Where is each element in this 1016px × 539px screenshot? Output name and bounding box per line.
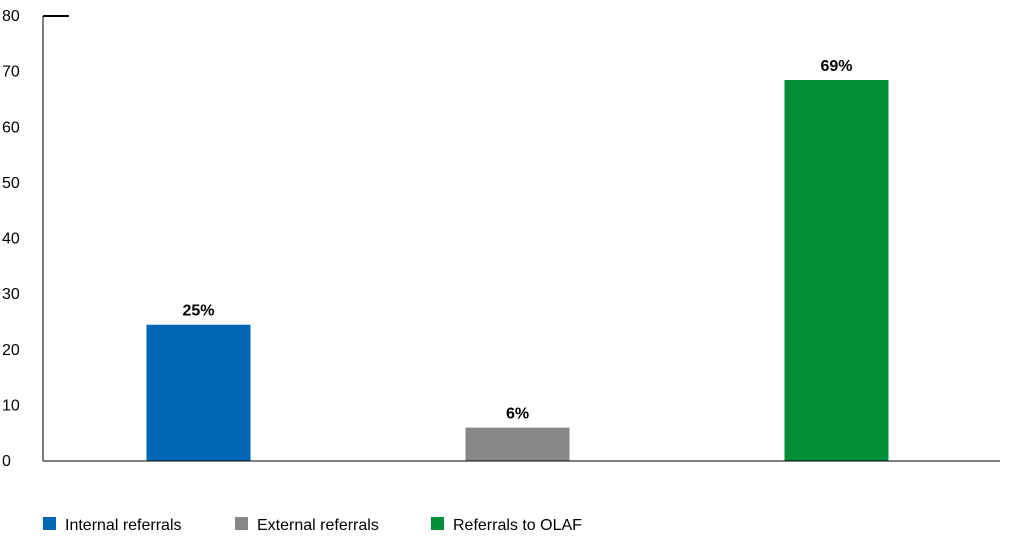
data-label: 6% (506, 406, 529, 423)
y-tick-label: 50 (2, 175, 20, 192)
legend-swatch (235, 517, 248, 530)
y-tick-label: 30 (2, 286, 20, 303)
bars (146, 79, 889, 461)
y-tick-label: 10 (2, 397, 20, 414)
bar-external-referrals (465, 427, 570, 461)
y-tick-label: 80 (2, 8, 20, 25)
legend-label: Referrals to OLAF (453, 517, 582, 534)
legend-label: External referrals (257, 517, 379, 534)
y-tick-label: 20 (2, 342, 20, 359)
legend: Internal referrals External referrals Refe… (43, 517, 582, 534)
y-axis-tick-labels: 0 10 20 30 40 50 60 70 80 (2, 8, 20, 470)
y-tick-label: 60 (2, 119, 20, 136)
y-tick-label: 0 (2, 453, 11, 470)
data-label: 69% (820, 58, 852, 75)
bar-internal-referrals (146, 324, 251, 461)
data-label: 25% (182, 303, 214, 320)
bar-referrals-to-olaf (784, 79, 889, 461)
y-tick-label: 40 (2, 231, 20, 248)
y-tick-label: 70 (2, 64, 20, 81)
legend-label: Internal referrals (65, 517, 182, 534)
legend-swatch (431, 517, 444, 530)
data-labels: 25% 6% 69% (182, 58, 852, 423)
legend-swatch (43, 517, 56, 530)
